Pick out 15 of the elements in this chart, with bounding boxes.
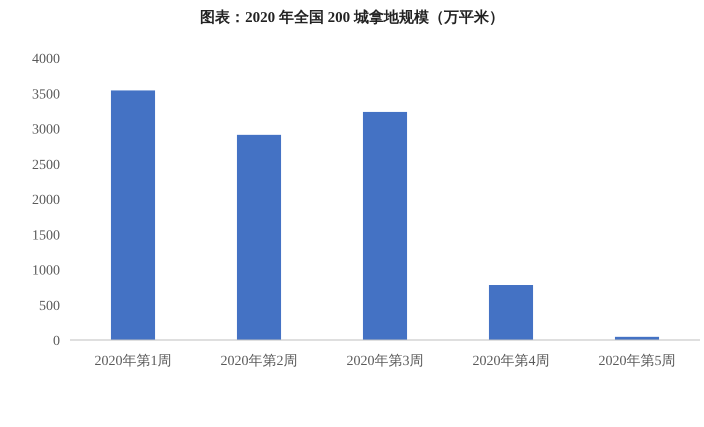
x-tick-label: 2020年第3周	[346, 353, 424, 369]
y-tick-label: 0	[53, 334, 60, 349]
y-tick-label: 3500	[32, 87, 60, 102]
y-tick-label: 2000	[32, 193, 60, 208]
chart-title: 图表：2020 年全国 200 城拿地规模（万平米）	[200, 9, 504, 26]
y-tick-label: 1500	[32, 228, 60, 244]
x-tick-label: 2020年第4周	[472, 353, 550, 369]
y-tick-label: 500	[39, 298, 60, 314]
x-tick-label: 2020年第1周	[94, 353, 172, 369]
y-tick-label: 3000	[32, 122, 60, 138]
y-tick-label: 2500	[32, 158, 60, 173]
x-tick-label: 2020年第5周	[598, 353, 676, 369]
y-tick-label: 1000	[32, 264, 60, 278]
y-tick-label: 4000	[32, 52, 60, 67]
x-tick-label: 2020年第2周	[220, 353, 298, 369]
